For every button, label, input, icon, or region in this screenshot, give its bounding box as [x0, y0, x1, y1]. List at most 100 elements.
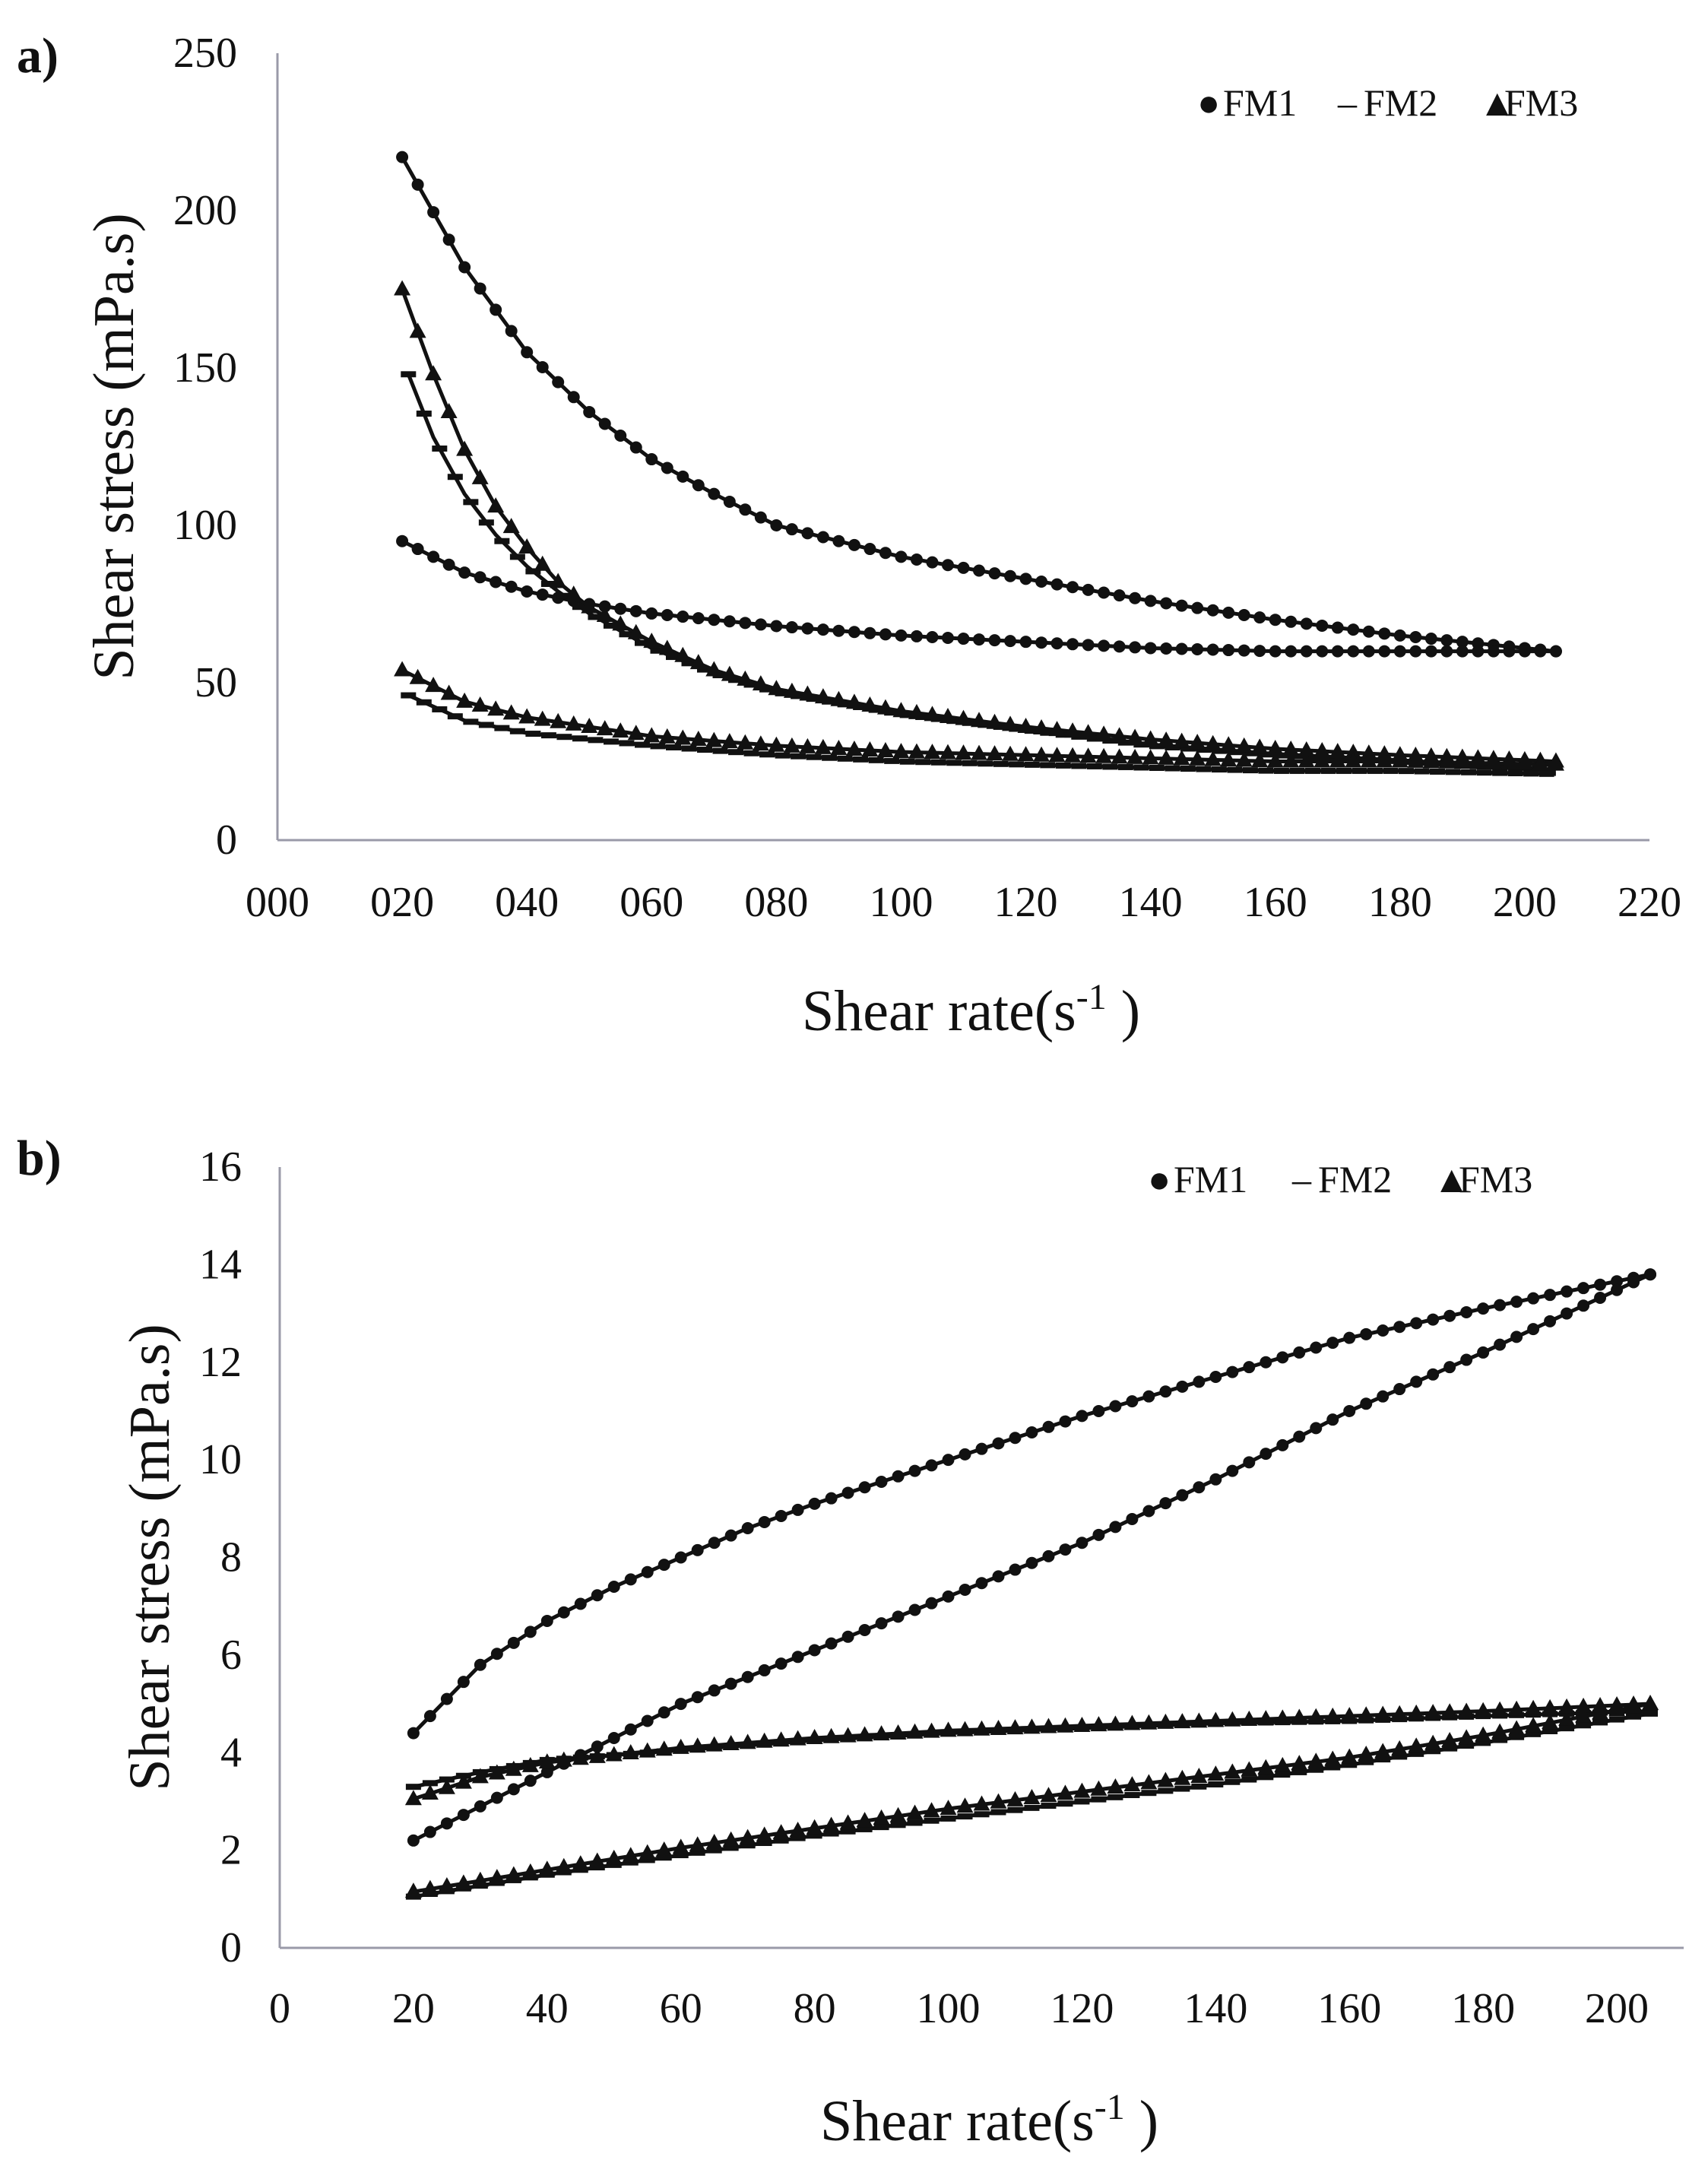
- data-point-triangle: [455, 1874, 472, 1890]
- data-point-circle: [770, 519, 783, 531]
- chart-panel-b: b) 0 2 4 6 8 10 12 14 16 0 20 40 60 80 100 120 140 160 180 2…: [0, 1102, 1708, 2179]
- data-point-dash: [1367, 767, 1383, 774]
- data-point-triangle: [425, 677, 442, 693]
- data-point-triangle: [839, 1814, 857, 1830]
- data-point-triangle: [1542, 1714, 1559, 1730]
- data-point-dash: [1409, 1750, 1424, 1757]
- data-point-circle: [895, 629, 908, 642]
- data-point-triangle: [939, 708, 956, 724]
- data-point-circle: [1076, 1537, 1088, 1549]
- data-point-triangle: [425, 365, 442, 381]
- data-point-triangle: [1220, 736, 1237, 752]
- data-point-triangle: [1033, 719, 1050, 735]
- data-point-dash: [1275, 1771, 1291, 1778]
- data-point-triangle: [1006, 1719, 1024, 1735]
- legend: ● FM1– FM2 ▲FM3: [1197, 81, 1578, 124]
- data-point-triangle: [789, 1730, 806, 1746]
- data-point-circle: [1142, 1390, 1155, 1403]
- data-point-circle: [1243, 1456, 1256, 1469]
- data-point-circle: [758, 1664, 771, 1676]
- data-point-triangle: [394, 280, 411, 296]
- data-point-circle: [1066, 638, 1079, 651]
- data-point-circle: [674, 1698, 687, 1711]
- data-point-circle: [770, 620, 783, 633]
- data-point-circle: [848, 626, 860, 639]
- data-point-dash: [1375, 1756, 1391, 1763]
- data-point-triangle: [1508, 1700, 1526, 1716]
- data-point-circle: [785, 621, 798, 634]
- y-tick-label: 100: [173, 502, 237, 549]
- data-point-circle: [1209, 1473, 1222, 1486]
- data-point-circle: [1176, 1380, 1189, 1393]
- data-point-circle: [1237, 608, 1250, 621]
- data-point-dash: [1304, 753, 1320, 760]
- data-point-circle: [661, 608, 673, 621]
- data-point-dash: [840, 1828, 856, 1835]
- data-point-circle: [1393, 1321, 1406, 1334]
- data-point-circle: [925, 1597, 938, 1610]
- data-point-triangle: [973, 1720, 990, 1736]
- y-tick-label: 50: [195, 659, 237, 706]
- data-point-dash: [689, 1849, 705, 1856]
- data-point-circle: [1092, 1404, 1105, 1417]
- data-point-circle: [1092, 1528, 1105, 1541]
- data-point-triangle: [799, 685, 816, 701]
- data-point-circle: [1253, 645, 1266, 658]
- data-point-triangle: [1391, 752, 1409, 768]
- data-point-dash: [463, 718, 479, 725]
- data-point-dash: [884, 757, 900, 764]
- data-point-circle: [973, 564, 986, 577]
- data-point-circle: [1518, 645, 1531, 658]
- data-point-triangle: [1592, 1704, 1609, 1720]
- data-point-dash: [1009, 761, 1025, 768]
- data-point-circle: [832, 534, 845, 547]
- x-tick-label: 100: [917, 1985, 981, 2032]
- data-point-circle: [942, 1454, 955, 1467]
- data-point-dash: [1358, 1759, 1374, 1765]
- data-point-circle: [841, 1630, 854, 1643]
- data-point-dash: [525, 731, 541, 737]
- data-point-triangle: [471, 696, 489, 712]
- data-point-triangle: [772, 1731, 790, 1747]
- data-point-dash: [1399, 768, 1415, 775]
- data-point-triangle: [409, 668, 426, 684]
- data-point-circle: [677, 611, 689, 623]
- data-point-circle: [1310, 1341, 1323, 1354]
- data-point-circle: [1393, 1383, 1406, 1396]
- data-point-dash: [1492, 1737, 1508, 1743]
- data-point-circle: [490, 303, 502, 316]
- data-point-dash: [1007, 1806, 1023, 1813]
- data-point-triangle: [521, 1756, 539, 1772]
- data-point-dash: [1071, 763, 1087, 769]
- data-point-circle: [1527, 1323, 1540, 1336]
- data-point-circle: [801, 527, 814, 540]
- data-point-circle: [607, 1731, 620, 1744]
- data-point-triangle: [1189, 734, 1206, 750]
- data-point-triangle: [596, 720, 613, 736]
- data-point-circle: [708, 487, 721, 500]
- data-point-circle: [1494, 1299, 1507, 1312]
- data-point-circle: [427, 206, 440, 219]
- data-point-triangle: [1345, 744, 1362, 760]
- data-point-dash: [1102, 763, 1118, 770]
- data-point-dash: [623, 1859, 639, 1866]
- data-point-triangle: [518, 538, 536, 553]
- data-point-triangle: [581, 717, 598, 733]
- data-point-triangle: [1374, 1705, 1392, 1721]
- data-point-circle: [988, 634, 1001, 647]
- data-point-circle: [975, 1442, 988, 1455]
- data-point-circle: [895, 550, 908, 563]
- data-point-circle: [474, 282, 486, 295]
- chart-a: a) 0 50 100 150 200 250 000 020 040 060 080 100 120 14…: [17, 28, 1681, 1043]
- data-point-triangle: [873, 1809, 890, 1825]
- data-point-triangle: [672, 1738, 689, 1754]
- data-point-circle: [1142, 1505, 1155, 1518]
- x-tick-label: 160: [1317, 1985, 1381, 2032]
- series-fm2-down: [401, 692, 1556, 777]
- data-point-dash: [1211, 747, 1227, 754]
- data-point-triangle: [1023, 1789, 1041, 1805]
- data-point-triangle: [1542, 1698, 1559, 1714]
- y-tick-label: 10: [199, 1436, 242, 1483]
- data-point-circle: [540, 1614, 553, 1627]
- data-point-dash: [1055, 762, 1071, 769]
